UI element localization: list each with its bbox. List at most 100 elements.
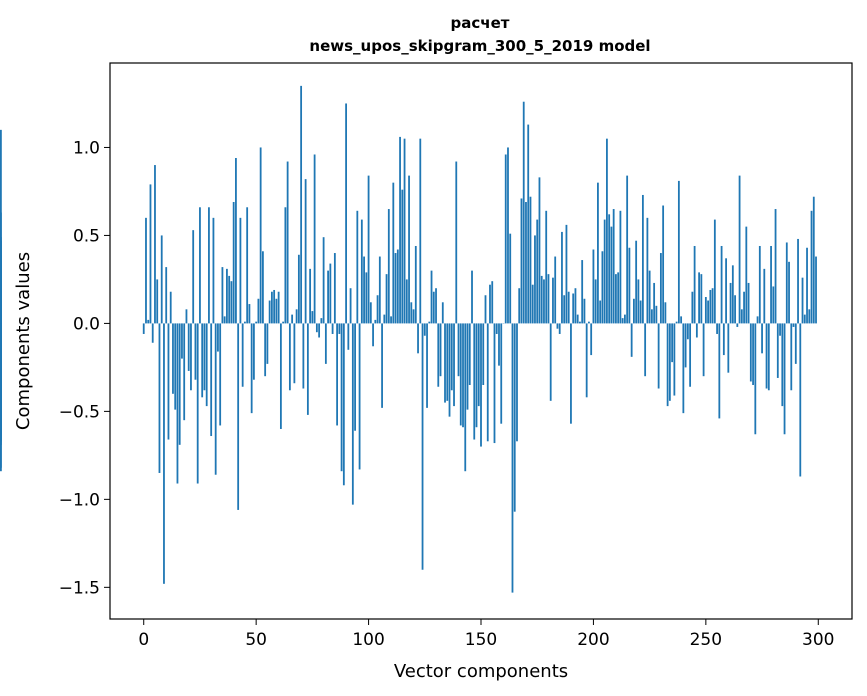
- x-tick-label: 150: [465, 630, 497, 650]
- bar: [606, 138, 608, 324]
- bar: [691, 291, 694, 324]
- bar: [752, 323, 754, 385]
- bar: [396, 249, 399, 324]
- bar: [637, 279, 640, 324]
- bar: [336, 323, 338, 426]
- bar: [399, 136, 401, 324]
- bar: [253, 323, 255, 380]
- bar: [765, 323, 768, 389]
- bar: [192, 230, 195, 324]
- bar: [536, 219, 539, 324]
- bar: [779, 323, 781, 336]
- bar: [172, 323, 174, 394]
- bar: [776, 323, 779, 378]
- bar: [365, 272, 368, 324]
- bar: [767, 323, 770, 391]
- bar: [722, 323, 725, 356]
- bar: [154, 165, 156, 324]
- bar: [720, 245, 723, 324]
- bar: [513, 323, 516, 512]
- bar: [295, 309, 298, 324]
- bar: [457, 323, 460, 377]
- bar: [713, 219, 716, 324]
- bar: [529, 196, 532, 324]
- bar: [740, 309, 743, 324]
- bar: [163, 323, 165, 584]
- x-tick-label: 0: [138, 630, 149, 650]
- bar: [340, 323, 343, 472]
- bar: [381, 323, 383, 408]
- bar: [615, 274, 617, 324]
- bar: [525, 202, 527, 324]
- bar: [462, 323, 464, 428]
- y-axis-label: Components values: [13, 252, 34, 430]
- bar: [408, 175, 410, 324]
- bar: [435, 288, 437, 324]
- bar: [666, 323, 669, 407]
- x-tick-label: 250: [690, 630, 722, 650]
- chart-title: расчет: [451, 14, 510, 32]
- bar: [331, 323, 334, 334]
- bar: [297, 254, 300, 324]
- bar: [774, 209, 777, 324]
- bar: [639, 300, 642, 324]
- bar: [617, 272, 620, 324]
- bar: [500, 323, 503, 424]
- bar: [686, 323, 689, 340]
- bar: [338, 323, 341, 334]
- chart-subtitle: news_upos_skipgram_300_5_2019 model: [309, 37, 650, 55]
- bar: [444, 323, 446, 403]
- bar: [187, 323, 190, 371]
- bar: [142, 323, 145, 334]
- bar: [428, 321, 431, 324]
- bar: [149, 184, 152, 324]
- x-tick-label: 300: [802, 630, 834, 650]
- bar: [673, 323, 676, 396]
- x-tick-label: 100: [352, 630, 384, 650]
- bar: [597, 182, 599, 324]
- bar: [372, 323, 374, 347]
- bar: [808, 309, 811, 324]
- bar: [552, 277, 554, 324]
- bar: [333, 253, 336, 324]
- bar: [482, 323, 485, 385]
- bar: [603, 219, 606, 324]
- bar: [358, 323, 361, 470]
- bar: [257, 298, 260, 324]
- bar: [190, 323, 192, 391]
- bar: [633, 298, 635, 324]
- bar: [374, 319, 377, 324]
- y-axis: −1.5 −1.0 −0.5 0.0 0.5 1.0: [59, 138, 110, 598]
- bar: [747, 282, 750, 324]
- bar: [286, 161, 289, 324]
- bar: [147, 319, 150, 324]
- bar: [689, 323, 692, 387]
- bar: [668, 323, 671, 401]
- bar: [516, 323, 518, 442]
- y-tick-label: 1.0: [73, 138, 100, 158]
- bar: [477, 323, 480, 407]
- bar: [743, 291, 745, 324]
- bar: [473, 323, 476, 440]
- bar: [151, 323, 154, 343]
- bar: [232, 202, 235, 324]
- x-tick-label: 50: [245, 630, 267, 650]
- bar: [534, 235, 536, 324]
- bar: [453, 323, 455, 407]
- bar: [540, 275, 543, 324]
- y-tick-label: −0.5: [59, 402, 100, 422]
- bar: [646, 217, 649, 324]
- bar: [664, 302, 667, 324]
- bar: [466, 323, 469, 410]
- bar: [783, 323, 786, 435]
- bar: [311, 311, 314, 324]
- bar: [387, 209, 390, 324]
- bar: [221, 267, 224, 324]
- bar: [810, 210, 813, 324]
- bar: [390, 316, 392, 324]
- bar: [266, 323, 269, 364]
- plot-frame: [109, 62, 853, 620]
- bar: [644, 323, 647, 377]
- bar: [788, 261, 790, 324]
- bar: [565, 224, 568, 324]
